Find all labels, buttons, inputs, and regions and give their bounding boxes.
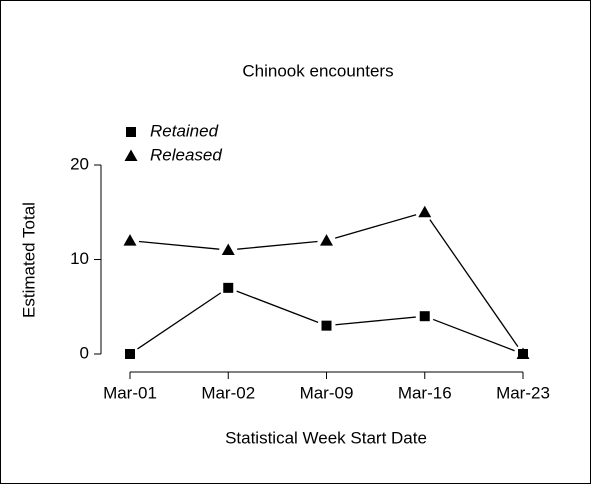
x-tick-label: Mar-16 [398, 383, 452, 402]
y-tick-label: 0 [80, 343, 89, 362]
legend-label: Released [150, 145, 222, 164]
data-point [221, 243, 235, 256]
y-axis-label: Estimated Total [19, 202, 38, 318]
y-tick-label: 20 [70, 154, 89, 173]
data-point [123, 234, 137, 246]
x-tick-label: Mar-02 [201, 383, 255, 402]
legend-marker [124, 149, 138, 161]
series-line [138, 214, 519, 347]
legend-marker [126, 127, 136, 137]
data-point [418, 205, 432, 218]
data-point [321, 320, 332, 331]
chart-title: Chinook encounters [242, 61, 393, 80]
x-tick-label: Mar-23 [496, 383, 550, 402]
data-point [223, 282, 234, 293]
data-point [125, 349, 135, 359]
x-tick-label: Mar-01 [103, 383, 157, 402]
y-tick-label: 10 [70, 249, 89, 268]
data-point [419, 311, 430, 322]
x-axis-label: Statistical Week Start Date [225, 428, 427, 447]
legend-label: Retained [150, 121, 219, 140]
series-line [137, 290, 515, 352]
x-tick-label: Mar-09 [300, 383, 354, 402]
data-point [320, 234, 333, 246]
data-point [516, 347, 530, 359]
